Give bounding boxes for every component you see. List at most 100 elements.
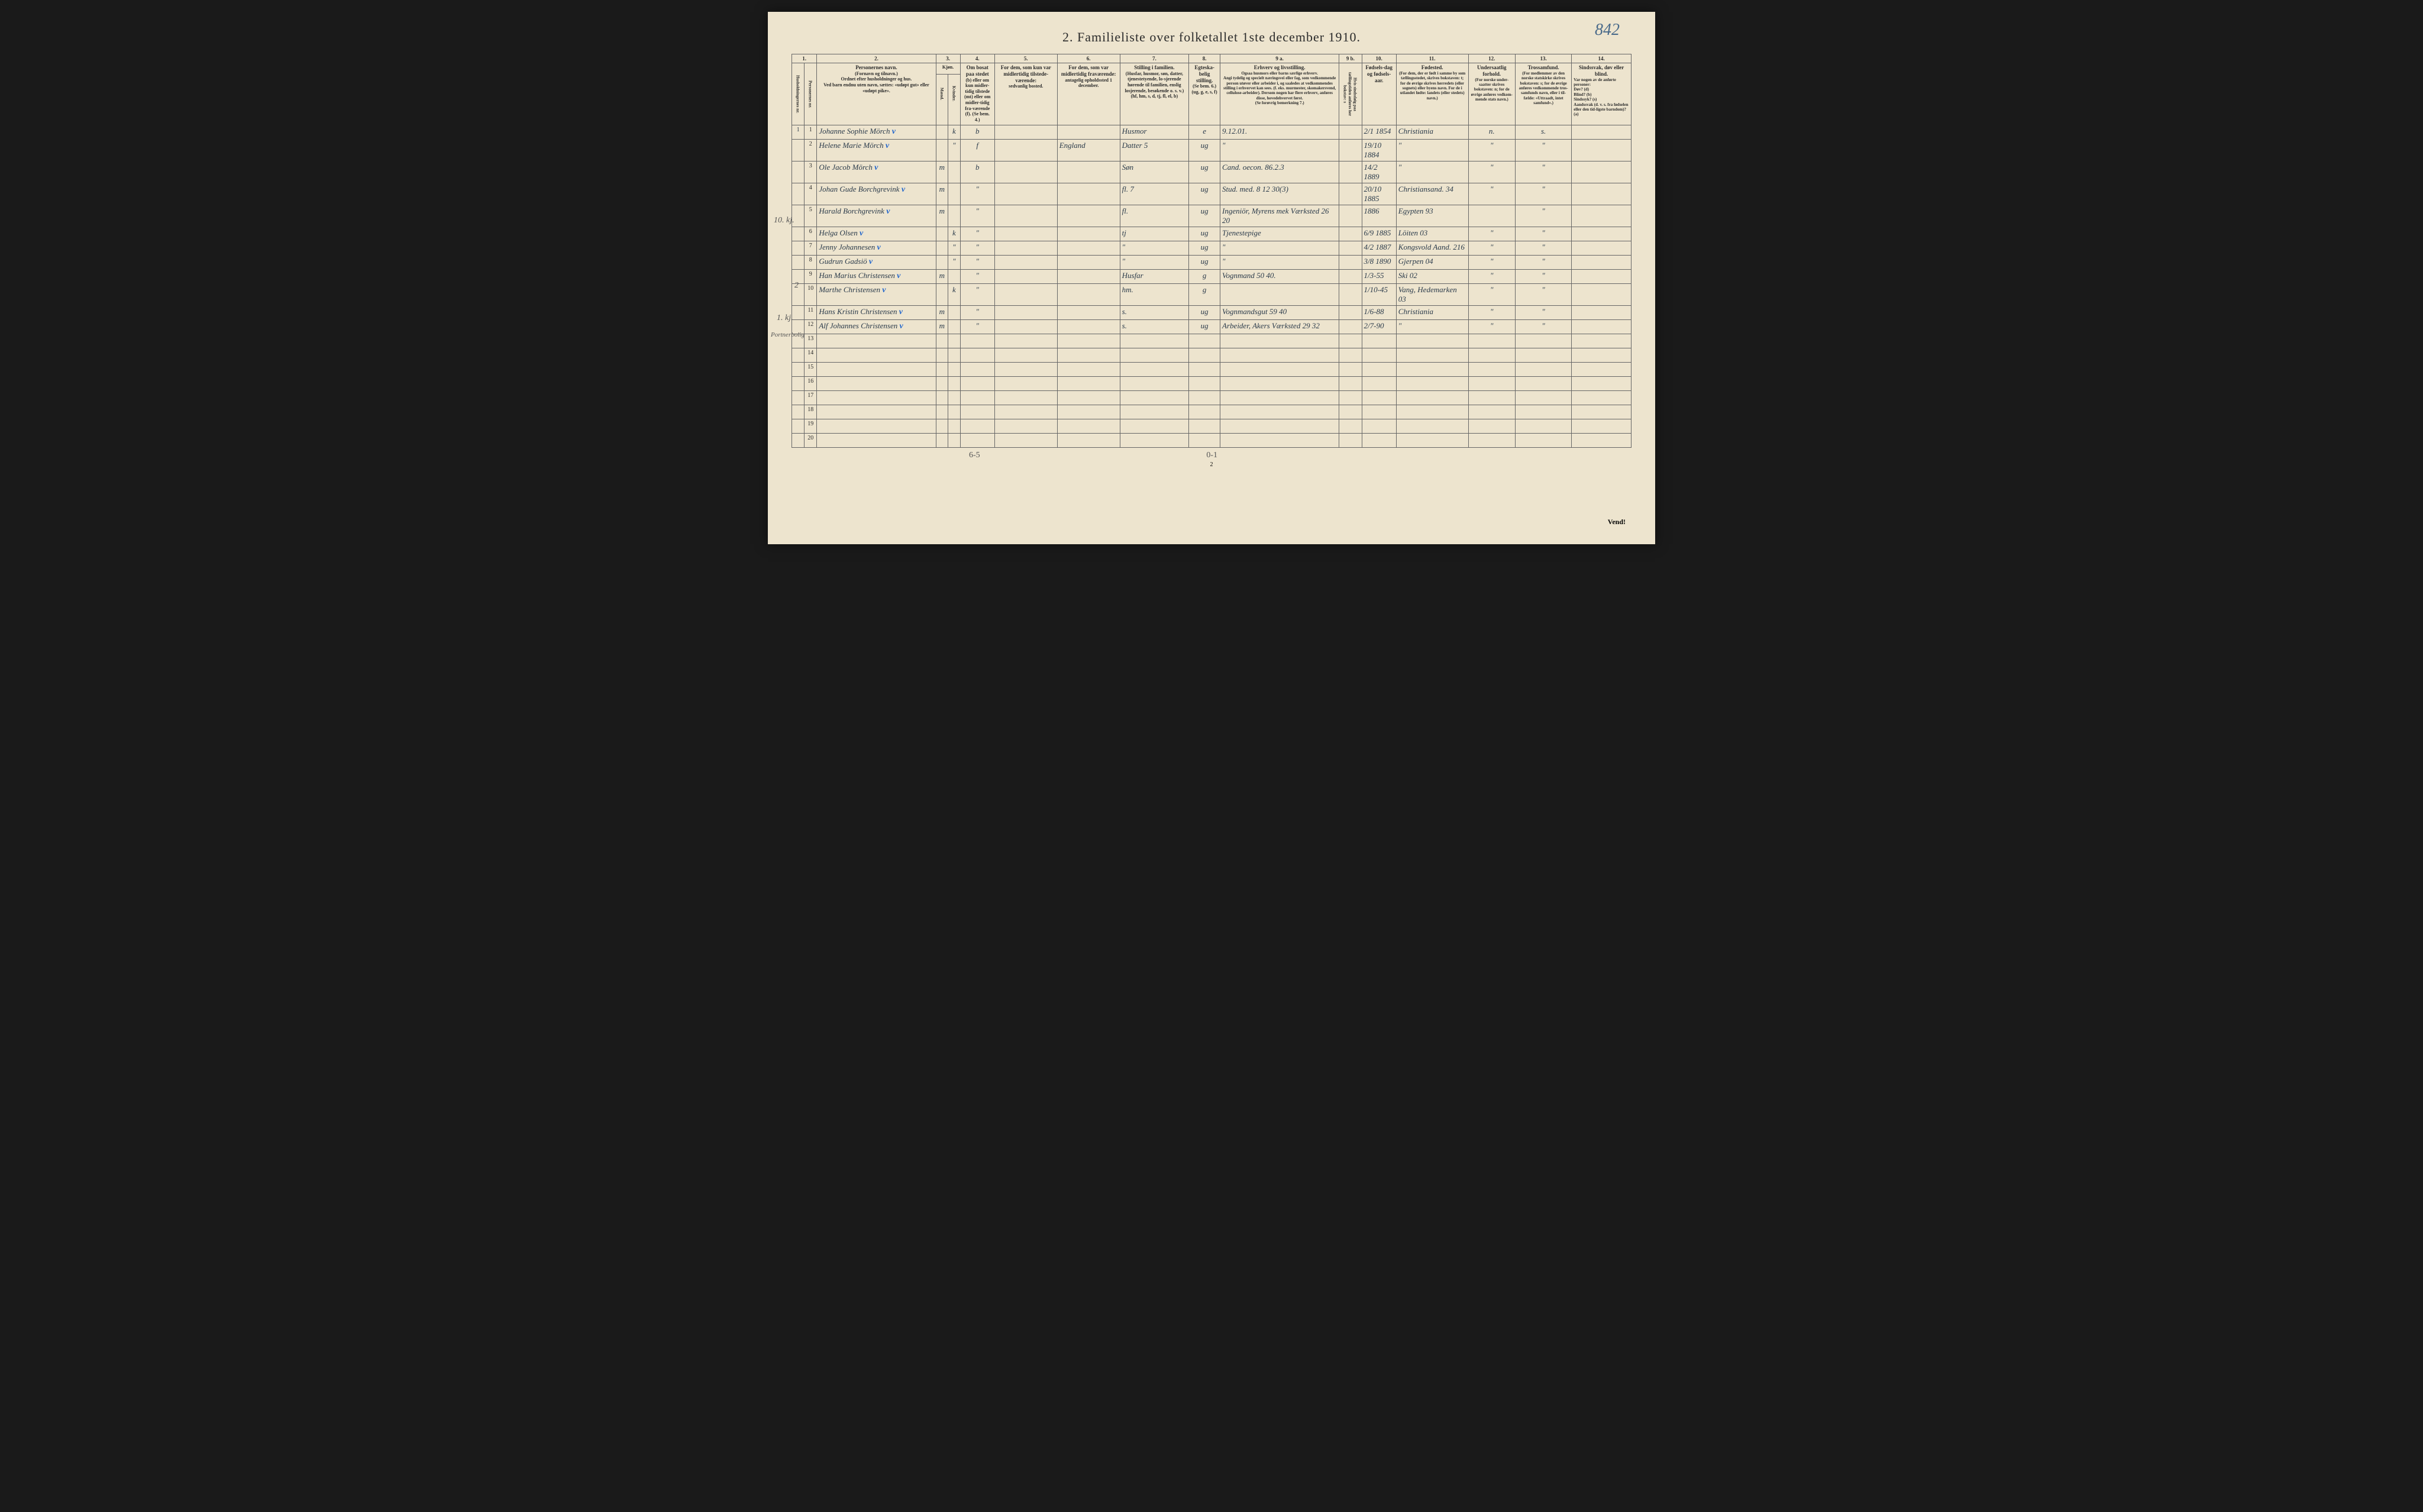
erhverv: "	[1220, 140, 1339, 161]
sex-female: "	[948, 140, 961, 161]
census-document-page: 842 2. Familieliste over folketallet 1st…	[768, 12, 1655, 544]
household-num	[792, 140, 805, 161]
undersaatlig: "	[1468, 284, 1515, 306]
household-num	[792, 256, 805, 270]
egteskab: e	[1189, 125, 1220, 140]
header-col3-title: Personernes navn.	[819, 64, 933, 71]
footer-right: 0-1	[1206, 451, 1217, 460]
undersaatlig	[1468, 205, 1515, 227]
sindssvak	[1572, 227, 1632, 241]
col-num-8: 8.	[1189, 54, 1220, 63]
sindssvak	[1572, 284, 1632, 306]
margin-note-1: 10. kj.	[774, 216, 794, 225]
undersaatlig: n.	[1468, 125, 1515, 140]
trossamfund: "	[1515, 241, 1571, 256]
header-col14-title: Trossamfund.	[1517, 64, 1569, 71]
header-col6: For dem, som kun var midlertidig tilsted…	[994, 63, 1057, 125]
person-num: 2	[805, 140, 817, 161]
fodested: Christiansand. 34	[1396, 183, 1468, 205]
col-num-10: 10.	[1362, 54, 1396, 63]
empty-cell	[817, 377, 936, 391]
empty-cell	[1362, 348, 1396, 363]
header-col3: Personernes navn. (Fornavn og tilnavn.) …	[817, 63, 936, 125]
empty-cell	[1396, 419, 1468, 434]
header-col6-sub: sedvanlig bosted.	[997, 83, 1055, 89]
table-row: 2 Helene Marie Mörch v " f England Datte…	[792, 140, 1632, 161]
household-num	[792, 183, 805, 205]
stilling: hm.	[1120, 284, 1188, 306]
bosat: "	[960, 320, 994, 334]
person-num: 16	[805, 377, 817, 391]
empty-cell	[936, 377, 948, 391]
col6	[994, 125, 1057, 140]
col7	[1057, 183, 1120, 205]
table-row: 9 Han Marius Christensen v m " Husfar g …	[792, 270, 1632, 284]
person-num: 13	[805, 334, 817, 348]
page-number-bottom: 2	[791, 461, 1632, 468]
person-name: Johanne Sophie Mörch v	[817, 125, 936, 140]
empty-cell	[1362, 363, 1396, 377]
person-num: 11	[805, 306, 817, 320]
household-num	[792, 306, 805, 320]
sindssvak	[1572, 205, 1632, 227]
empty-cell	[1120, 405, 1188, 419]
empty-cell	[948, 391, 961, 405]
person-name: Helga Olsen v	[817, 227, 936, 241]
col10b	[1339, 241, 1362, 256]
empty-cell	[1057, 363, 1120, 377]
header-col5: Om bosat paa stedet (b) eller om kun mid…	[960, 63, 994, 125]
egteskab: g	[1189, 270, 1220, 284]
empty-cell	[960, 348, 994, 363]
undersaatlig: "	[1468, 227, 1515, 241]
empty-cell	[1189, 419, 1220, 434]
empty-cell	[817, 419, 936, 434]
sex-male	[936, 256, 948, 270]
header-col8: Stilling i familien. (Husfar, husmor, sø…	[1120, 63, 1188, 125]
empty-cell	[948, 348, 961, 363]
bosat: "	[960, 270, 994, 284]
person-name: Helene Marie Mörch v	[817, 140, 936, 161]
col7	[1057, 306, 1120, 320]
col10b	[1339, 270, 1362, 284]
margin-note-4: Portnerbolig	[771, 331, 805, 338]
fodselsdag: 3/8 1890	[1362, 256, 1396, 270]
col10b	[1339, 256, 1362, 270]
person-name: Hans Kristin Christensen v	[817, 306, 936, 320]
empty-cell	[1339, 405, 1362, 419]
erhverv: Arbeider, Akers Værksted 29 32	[1220, 320, 1339, 334]
empty-cell	[1339, 434, 1362, 448]
household-num	[792, 377, 805, 391]
fodested: "	[1396, 161, 1468, 183]
col-num-6: 6.	[1057, 54, 1120, 63]
col7	[1057, 161, 1120, 183]
col-num-5: 5.	[994, 54, 1057, 63]
col7	[1057, 256, 1120, 270]
empty-cell	[817, 434, 936, 448]
empty-cell	[1572, 434, 1632, 448]
table-row-empty: 14	[792, 348, 1632, 363]
sex-male	[936, 227, 948, 241]
empty-cell	[1468, 405, 1515, 419]
header-col8-title: Stilling i familien.	[1122, 64, 1187, 71]
empty-cell	[1220, 419, 1339, 434]
empty-cell	[1057, 419, 1120, 434]
person-num: 14	[805, 348, 817, 363]
sex-male: m	[936, 270, 948, 284]
empty-cell	[1572, 391, 1632, 405]
stilling: fl.	[1120, 205, 1188, 227]
empty-cell	[1468, 377, 1515, 391]
bosat: "	[960, 306, 994, 320]
empty-cell	[1362, 377, 1396, 391]
undersaatlig: "	[1468, 241, 1515, 256]
erhverv: Vognmandsgut 59 40	[1220, 306, 1339, 320]
table-row: 3 Ole Jacob Mörch v m b Søn ug Cand. oec…	[792, 161, 1632, 183]
col7	[1057, 125, 1120, 140]
col10b	[1339, 306, 1362, 320]
empty-cell	[1396, 348, 1468, 363]
sex-male	[936, 241, 948, 256]
undersaatlig: "	[1468, 256, 1515, 270]
trossamfund: s.	[1515, 125, 1571, 140]
sex-female: k	[948, 227, 961, 241]
person-num: 7	[805, 241, 817, 256]
header-col4-title: Kjøn.	[936, 63, 960, 75]
